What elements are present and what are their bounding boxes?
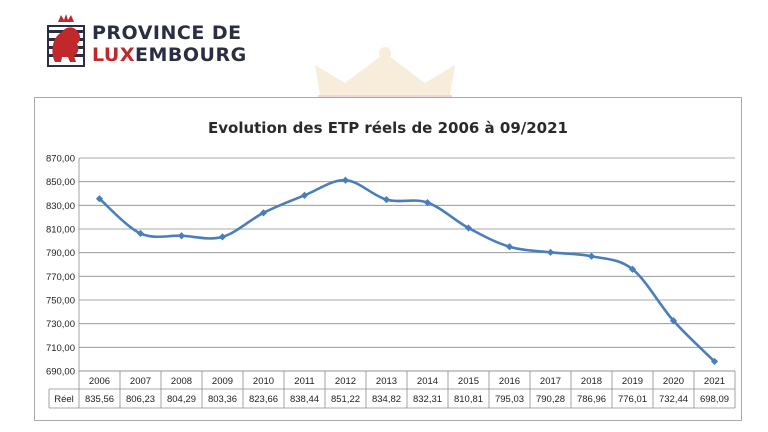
data-value-label: 804,29: [167, 394, 196, 405]
y-tick-label: 710,00: [46, 343, 75, 354]
data-point-marker: [341, 176, 350, 184]
data-value-label: 803,36: [208, 394, 237, 405]
x-category-label: 2013: [376, 376, 397, 387]
data-value-label: 795,03: [495, 394, 524, 405]
x-category-label: 2010: [253, 376, 274, 387]
data-value-label: 835,56: [85, 394, 114, 405]
data-point-marker: [546, 248, 555, 256]
data-value-label: 806,23: [126, 394, 155, 405]
y-tick-label: 830,00: [46, 201, 75, 212]
y-tick-label: 730,00: [46, 319, 75, 330]
x-category-label: 2007: [130, 376, 151, 387]
y-tick-label: 810,00: [46, 225, 75, 236]
chart-frame: Evolution des ETP réels de 2006 à 09/202…: [34, 97, 742, 421]
x-category-label: 2012: [335, 376, 356, 387]
data-value-label: 823,66: [249, 394, 278, 405]
x-category-label: 2015: [458, 376, 479, 387]
x-category-label: 2009: [212, 376, 233, 387]
data-point-marker: [464, 224, 473, 232]
logo-line-2: LUXEMBOURG: [92, 44, 247, 66]
data-value-label: 776,01: [618, 394, 647, 405]
data-point-marker: [423, 198, 432, 207]
x-category-label: 2020: [663, 376, 684, 387]
data-point-marker: [587, 252, 596, 260]
y-tick-label: 790,00: [46, 248, 75, 259]
province-logo: PROVINCE DE LUXEMBOURG: [44, 10, 246, 72]
x-category-label: 2016: [499, 376, 520, 387]
data-value-label: 698,09: [700, 394, 729, 405]
series-name-label: Réel: [54, 394, 74, 405]
x-category-label: 2019: [622, 376, 643, 387]
data-value-label: 851,22: [331, 394, 360, 405]
series-line: [98, 178, 716, 363]
lion-crest-icon: [47, 14, 85, 67]
y-tick-label: 750,00: [46, 296, 75, 307]
data-point-marker: [382, 196, 391, 204]
data-value-label: 832,31: [413, 394, 442, 405]
data-point-marker: [628, 265, 637, 273]
x-category-label: 2017: [540, 376, 561, 387]
chart-title: Evolution des ETP réels de 2006 à 09/202…: [208, 119, 568, 137]
data-point-marker: [177, 232, 186, 240]
logo-line-1: PROVINCE DE: [92, 22, 242, 44]
data-point-marker: [259, 209, 268, 217]
line-chart: Evolution des ETP réels de 2006 à 09/202…: [46, 119, 736, 409]
y-tick-label: 850,00: [46, 177, 75, 188]
data-value-label: 732,44: [659, 394, 688, 405]
x-category-label: 2018: [581, 376, 602, 387]
data-point-marker: [136, 229, 145, 238]
data-value-label: 810,81: [454, 394, 483, 405]
data-point-marker: [218, 233, 227, 241]
x-category-label: 2008: [171, 376, 192, 387]
crown-watermark-icon: [315, 47, 455, 103]
y-tick-label: 870,00: [46, 154, 75, 165]
data-value-label: 838,44: [290, 394, 319, 405]
data-point-marker: [710, 357, 719, 366]
data-point-marker: [300, 191, 309, 199]
logo-accent-text: LUX: [92, 44, 136, 66]
data-value-label: 790,28: [536, 394, 565, 405]
data-value-label: 834,82: [372, 394, 401, 405]
x-category-label: 2011: [294, 376, 314, 387]
logo-rest-text: EMBOURG: [135, 44, 247, 66]
data-point-marker: [95, 195, 104, 203]
y-tick-label: 690,00: [46, 367, 75, 378]
data-point-marker: [505, 243, 514, 251]
data-value-label: 786,96: [577, 394, 606, 405]
x-category-label: 2021: [704, 376, 725, 387]
x-category-label: 2014: [417, 376, 438, 387]
x-category-label: 2006: [89, 376, 110, 387]
y-tick-label: 770,00: [46, 272, 75, 283]
